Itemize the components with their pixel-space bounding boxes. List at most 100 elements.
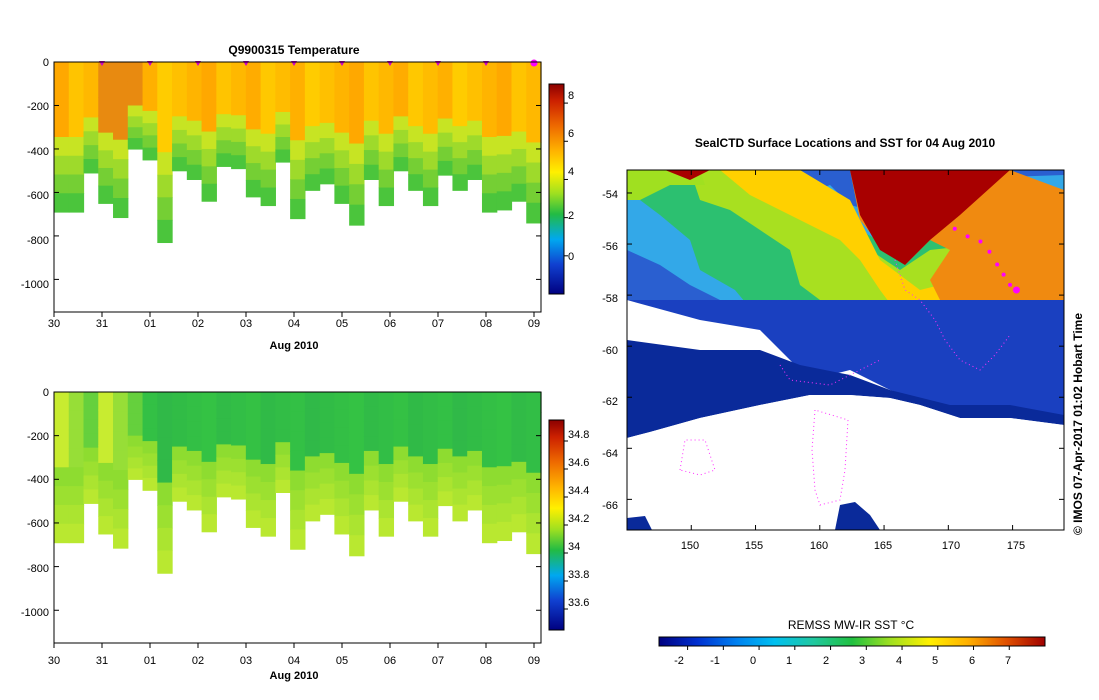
section-cell	[408, 392, 424, 409]
y-tick-label: -800	[27, 235, 49, 247]
section-cell	[275, 442, 291, 456]
section-cell	[275, 417, 291, 431]
lat-tick-label: -64	[602, 448, 618, 460]
section-cell	[290, 62, 306, 83]
section-cell	[157, 459, 173, 484]
section-cell	[275, 112, 291, 126]
section-cell	[378, 115, 395, 135]
section-cell	[526, 162, 542, 184]
y-tick-label: 0	[43, 387, 49, 399]
section-cell	[422, 518, 439, 537]
x-tick-label: 02	[192, 655, 204, 667]
colorbar-tick-label: 34.4	[568, 485, 589, 497]
section-cell	[511, 183, 527, 202]
section-cell	[304, 472, 321, 490]
section-cell	[83, 405, 99, 421]
section-cell	[68, 80, 85, 101]
section-cell	[83, 489, 99, 504]
section-cell	[231, 418, 247, 433]
section-cell	[83, 392, 99, 407]
section-cell	[83, 447, 99, 463]
section-cell	[83, 475, 99, 490]
section-cell	[98, 150, 114, 169]
section-cell	[422, 133, 439, 153]
section-cell	[201, 183, 217, 202]
lat-tick-label: -54	[602, 189, 618, 201]
seal-location	[1001, 272, 1006, 277]
section-cell	[467, 436, 483, 452]
section-cell	[378, 410, 395, 429]
x-tick-label: 04	[288, 318, 300, 330]
lat-tick-label: -62	[602, 396, 618, 408]
section-cell	[334, 516, 350, 535]
section-cell	[467, 106, 483, 122]
section-cell	[216, 88, 232, 102]
section-cell	[422, 464, 439, 483]
lat-tick-label: -58	[602, 293, 618, 305]
section-cell	[437, 392, 454, 407]
section-cell	[526, 392, 542, 413]
section-cell	[319, 168, 335, 185]
section-cell	[68, 62, 85, 82]
section-cell	[290, 392, 306, 413]
section-cell	[452, 94, 468, 111]
section-cell	[54, 62, 70, 82]
colorbar-tick-label: 2	[568, 210, 574, 222]
temperature-section-chart: Q9900315 Temperature 0 -200 -400 -600 -8…	[21, 43, 574, 352]
section-cell	[275, 467, 291, 481]
salinity-section-chart: 0 -200 -400 -600 -800 -1000 30 31 01 02 …	[21, 387, 590, 682]
section-cell	[186, 436, 203, 452]
section-cell	[83, 159, 99, 174]
section-cell	[83, 62, 99, 77]
section-cell	[98, 132, 114, 151]
sst-colorbar	[658, 636, 1046, 647]
section-cell	[319, 468, 335, 485]
section-cell	[511, 62, 527, 80]
section-cell	[245, 62, 262, 80]
section-cell	[290, 198, 306, 220]
section-cell	[113, 392, 129, 413]
section-cell	[157, 392, 173, 416]
section-cell	[54, 118, 70, 138]
section-cell	[186, 164, 203, 180]
section-cell	[216, 114, 232, 128]
section-cell	[378, 79, 395, 99]
section-cell	[393, 62, 409, 77]
section-cell	[231, 458, 247, 473]
section-cell	[422, 446, 439, 465]
section-cell	[496, 80, 513, 100]
map-frame	[626, 169, 1065, 531]
section-cell	[172, 392, 188, 407]
section-cell	[157, 414, 173, 438]
section-cell	[98, 498, 114, 517]
section-cell	[290, 81, 306, 102]
section-cell	[393, 460, 409, 475]
section-cell	[216, 457, 232, 472]
section-cell	[511, 96, 527, 115]
colorbar-tick-marks	[564, 102, 568, 257]
section-cell	[201, 96, 217, 115]
section-cell	[511, 148, 527, 167]
section-cell	[201, 114, 217, 133]
section-cell	[231, 405, 247, 420]
section-cell	[363, 62, 380, 78]
section-cell	[452, 456, 468, 474]
section-cell	[186, 421, 203, 437]
section-cell	[481, 99, 498, 119]
section-cell	[304, 440, 321, 457]
section-cell	[231, 432, 247, 447]
section-cell	[157, 219, 173, 244]
section-cell	[511, 79, 527, 98]
section-cell	[83, 89, 99, 105]
section-cell	[378, 187, 395, 207]
section-cell	[142, 404, 158, 418]
section-cell	[526, 412, 542, 433]
section-cell	[157, 152, 173, 176]
section-cell	[437, 406, 454, 421]
section-cell	[186, 480, 203, 496]
section-cell	[334, 185, 350, 204]
section-cell	[319, 107, 335, 124]
section-cell	[363, 164, 380, 180]
seal-location	[965, 234, 970, 239]
section-cell	[408, 488, 424, 506]
